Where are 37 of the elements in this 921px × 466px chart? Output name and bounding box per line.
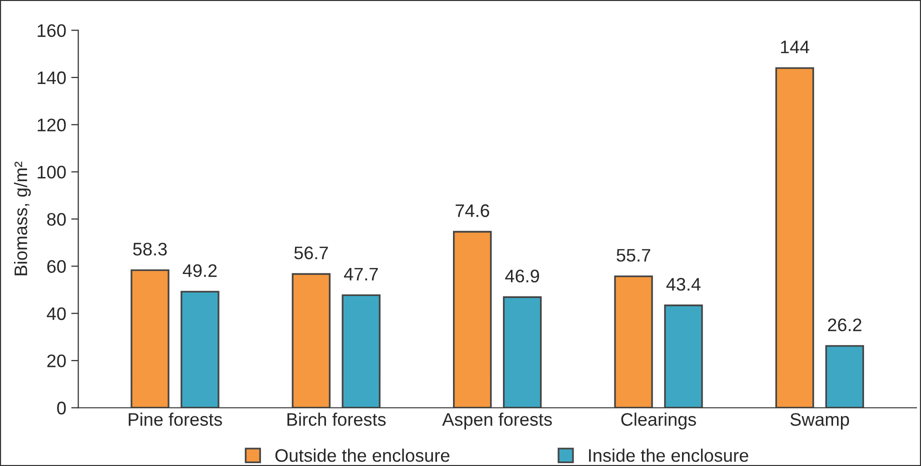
legend-label: Outside the enclosure: [275, 448, 450, 462]
y-tick-label: 160: [38, 24, 66, 38]
y-tick-label: 0: [57, 402, 66, 414]
bar: [502, 296, 542, 408]
y-tick-label: 80: [47, 212, 66, 226]
data-label: 144: [781, 40, 810, 54]
data-label: 26.2: [828, 318, 862, 332]
y-tick-label: 120: [38, 118, 66, 132]
x-tick-label: Birch forests: [287, 412, 386, 426]
x-tick-label: Clearings: [621, 412, 696, 430]
y-tick-label: 140: [38, 71, 66, 84]
y-axis-title: Biomass, g/m²: [14, 162, 31, 276]
data-label: 58.3: [133, 242, 167, 256]
x-tick-label: Pine forests: [128, 412, 222, 426]
bar: [130, 269, 170, 408]
y-tick-label: 100: [38, 166, 66, 179]
bar: [825, 345, 864, 408]
bar: [664, 304, 703, 408]
x-tick-label: Aspen forests: [442, 412, 552, 430]
data-label: 74.6: [456, 204, 490, 218]
y-tick-label: 60: [47, 260, 66, 273]
bar: [292, 273, 331, 408]
bar: [342, 294, 381, 408]
bar: [614, 276, 653, 408]
data-label: 56.7: [294, 246, 328, 260]
data-label: 47.7: [344, 268, 378, 280]
bar: [775, 67, 814, 408]
data-label: 49.2: [182, 264, 217, 277]
legend-label: Inside the enclosure: [589, 448, 748, 462]
data-label: 55.7: [616, 249, 650, 262]
data-label: 46.9: [505, 270, 540, 282]
data-label: 43.4: [666, 278, 701, 291]
x-tick-label: Swamp: [790, 413, 850, 430]
y-tick-label: 20: [47, 354, 66, 368]
y-tick-label: 40: [46, 307, 66, 320]
bar: [452, 230, 492, 408]
bar: [180, 290, 220, 408]
